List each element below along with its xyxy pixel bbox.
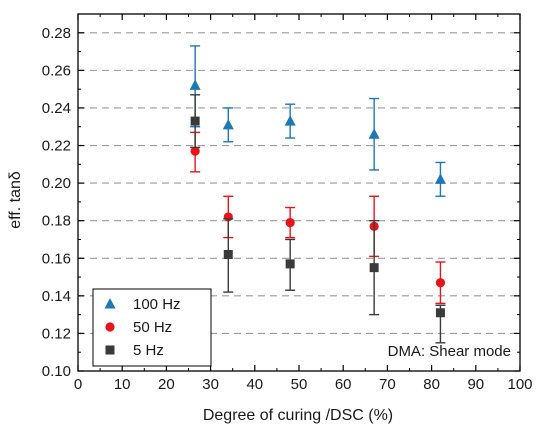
x-tick-label: 20 [158, 376, 175, 393]
y-tick-label: 0.20 [42, 175, 71, 192]
data-point [368, 128, 380, 139]
y-axis-label: eff. tanδ [7, 171, 24, 229]
y-tick-label: 0.28 [42, 25, 71, 42]
data-point [285, 217, 295, 228]
x-tick-label: 70 [379, 376, 396, 393]
x-tick-label: 80 [423, 376, 440, 393]
legend-marker [105, 322, 115, 332]
x-tick-label: 0 [74, 376, 82, 393]
legend-label: 5 Hz [133, 342, 164, 359]
x-tick-label: 40 [246, 376, 263, 393]
x-tick-label: 50 [291, 376, 308, 393]
data-point [435, 308, 445, 318]
data-point [222, 118, 234, 130]
legend-marker [104, 298, 116, 309]
series-layer [189, 45, 446, 344]
data-point [284, 115, 296, 126]
data-point [369, 263, 379, 273]
axes: 0.10 0.12 0.14 0.16 0.18 0.20 0.22 0.24 0.26 0.28… [42, 13, 533, 393]
x-axis-label: Degree of curing /DSC (%) [203, 407, 393, 424]
data-point [190, 116, 200, 126]
y-tick-label: 0.14 [42, 288, 71, 305]
legend: 100 Hz 50 Hz 5 Hz [92, 288, 212, 367]
y-tick-label: 0.18 [42, 213, 71, 230]
x-tick-label: 60 [335, 376, 352, 393]
data-point [223, 250, 233, 260]
data-point [189, 79, 201, 90]
y-tick-label: 0.16 [42, 250, 71, 267]
y-tick-label: 0.26 [42, 62, 71, 79]
grid [78, 32, 520, 334]
data-point [285, 259, 295, 269]
data-point [435, 278, 446, 288]
y-tick-label: 0.10 [42, 363, 71, 380]
plot-frame [77, 13, 521, 372]
x-tick-label: 10 [114, 376, 131, 393]
legend-marker [105, 345, 115, 355]
annotation: DMA: Shear mode [388, 343, 511, 360]
y-tick-label: 0.12 [42, 325, 71, 342]
x-tick-label: 90 [467, 376, 484, 393]
data-point [434, 173, 446, 184]
legend-label: 50 Hz [133, 319, 172, 336]
x-tick-label: 30 [202, 376, 219, 393]
legend-label: 100 Hz [133, 296, 181, 313]
y-tick-label: 0.22 [42, 138, 71, 155]
data-point [190, 146, 200, 156]
y-tick-label: 0.24 [42, 100, 71, 117]
x-tick-label: 100 [507, 376, 532, 393]
